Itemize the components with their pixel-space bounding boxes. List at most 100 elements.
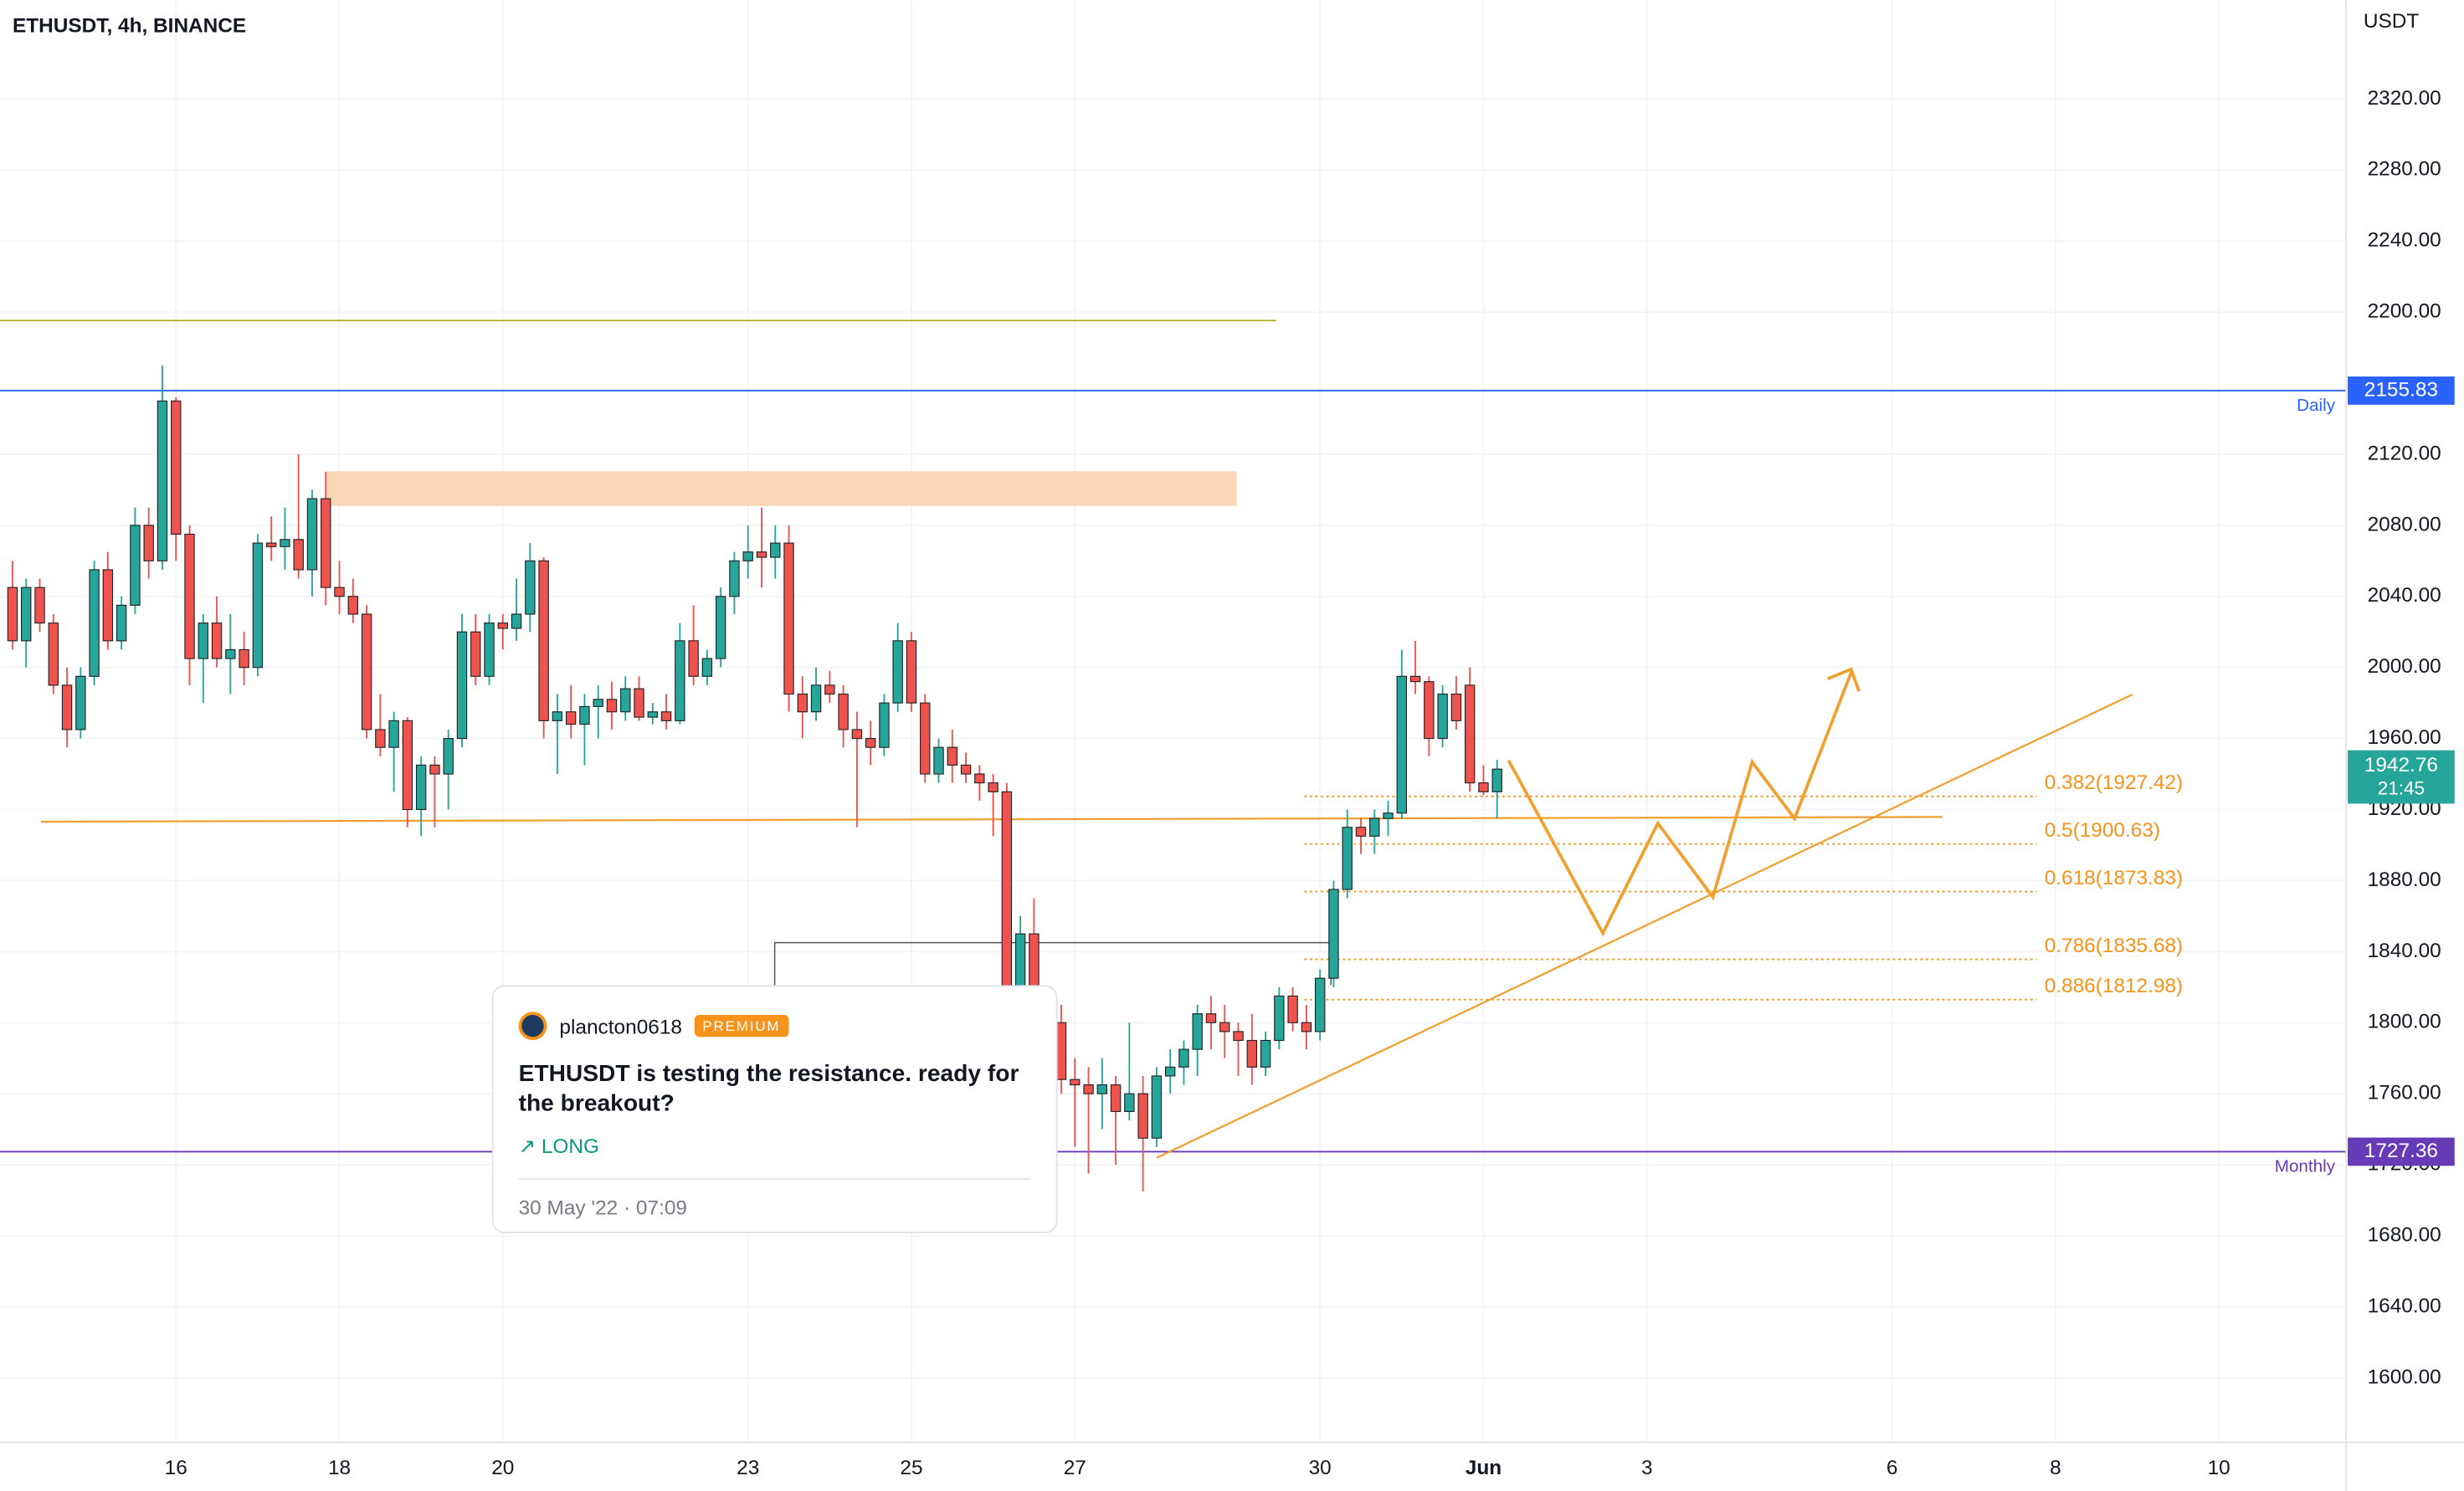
candle-body	[565, 711, 577, 725]
candle-body	[429, 764, 440, 775]
price-line-label: Monthly	[2275, 1157, 2336, 1176]
axes: 2320.002280.002240.002200.002120.002080.…	[165, 87, 2455, 1479]
candle-body	[1328, 889, 1339, 979]
candle-body	[525, 560, 536, 615]
y-tick-label: 1880.00	[2368, 868, 2441, 891]
candle-body	[1260, 1039, 1271, 1068]
candle-body	[593, 699, 603, 707]
candle-body	[1424, 681, 1435, 740]
x-tick-label: 6	[1887, 1457, 1898, 1479]
candle-body	[1192, 1013, 1203, 1050]
x-tick-label: 20	[491, 1457, 514, 1479]
candle-body	[61, 684, 73, 730]
candle-body	[388, 720, 399, 748]
candle-body	[484, 623, 495, 677]
candle-body	[1314, 977, 1326, 1032]
candle-body	[620, 688, 631, 713]
candle-body	[34, 587, 45, 624]
candle-body	[1409, 675, 1421, 683]
x-axis-bg	[0, 1442, 2464, 1491]
candle-body	[48, 623, 59, 686]
candle-body	[1478, 782, 1489, 792]
candle-body	[361, 613, 372, 730]
y-tick-label: 2240.00	[2368, 229, 2441, 252]
candle-body	[715, 596, 726, 659]
candle-body	[415, 764, 427, 811]
author[interactable]: plancton0618	[559, 1014, 683, 1038]
x-tick-label: 10	[2208, 1457, 2230, 1479]
candle-body	[75, 675, 86, 730]
candle-body	[660, 711, 672, 721]
idea-card-wrap: plancton0618 PREMIUM ETHUSDT is testing …	[491, 985, 1058, 1233]
candle-body	[1205, 1013, 1217, 1023]
fib-label: 0.382(1927.42)	[2045, 771, 2183, 794]
projection-path	[1507, 672, 1853, 937]
y-unit: USDT	[2364, 10, 2419, 33]
y-tick-label: 1680.00	[2368, 1223, 2441, 1246]
x-tick-label: 25	[900, 1457, 922, 1479]
candle-body	[375, 729, 386, 748]
candle-body	[89, 569, 100, 677]
candle-body	[456, 631, 468, 740]
candle-body	[797, 693, 808, 713]
candle-body	[211, 623, 223, 659]
candle-body	[742, 551, 753, 561]
candle-body	[879, 702, 890, 748]
chart-title: ETHUSDT, 4h, BINANCE	[13, 14, 246, 37]
candle-body	[1110, 1084, 1122, 1112]
candle-body	[1137, 1093, 1148, 1139]
candle-body	[756, 551, 767, 558]
candle-body	[130, 525, 141, 606]
fib-label: 0.5(1900.63)	[2045, 819, 2160, 842]
candle-body	[334, 587, 345, 597]
candle-body	[960, 764, 972, 775]
y-tick-label: 2280.00	[2368, 158, 2441, 181]
candle-body	[402, 720, 413, 811]
idea-title: ETHUSDT is testing the resistance. ready…	[518, 1060, 1019, 1118]
y-tick-label: 1840.00	[2368, 940, 2441, 962]
candle-body	[470, 631, 481, 677]
candle-body	[729, 560, 740, 597]
candle-body	[347, 596, 358, 615]
candle-body	[293, 539, 304, 571]
candle-body	[974, 773, 985, 784]
idea-card[interactable]: plancton0618 PREMIUM ETHUSDT is testing …	[491, 985, 1058, 1233]
y-tick-label: 1640.00	[2368, 1294, 2441, 1317]
candle-body	[511, 613, 522, 629]
candle-body	[102, 569, 114, 642]
candle-body	[1369, 817, 1380, 837]
candle-body	[1355, 827, 1367, 837]
y-tick-label: 2120.00	[2368, 442, 2441, 464]
y-tick-label: 1760.00	[2368, 1082, 2441, 1104]
projection-arrow	[1826, 667, 1861, 692]
candle-body	[688, 640, 699, 677]
x-tick-label: 3	[1641, 1457, 1653, 1479]
candle-body	[838, 693, 849, 730]
candle-body	[1342, 827, 1353, 890]
candle-body	[1070, 1079, 1081, 1086]
y-tick-label: 1600.00	[2368, 1365, 2441, 1388]
candle-body	[116, 604, 127, 642]
candle-body	[157, 400, 168, 561]
candle-body	[1246, 1039, 1258, 1068]
candle-body	[143, 525, 154, 561]
candle-body	[1001, 791, 1013, 997]
candle-body	[770, 542, 781, 558]
candle-body	[1219, 1022, 1230, 1032]
last-price-label: 1942.76	[2364, 754, 2438, 776]
price-tag-label: 2155.83	[2364, 378, 2438, 401]
date: 30 May '22 · 07:09	[518, 1195, 688, 1220]
candle-body	[1233, 1031, 1244, 1042]
candle-body	[906, 640, 917, 704]
x-tick-label: 30	[1309, 1457, 1332, 1479]
candle-body	[1274, 995, 1285, 1042]
candle-body	[988, 782, 998, 792]
candle-body	[198, 623, 208, 659]
candle-body	[810, 684, 822, 713]
y-tick-label: 2080.00	[2368, 513, 2441, 535]
candle-body	[171, 400, 182, 535]
y-axis-bg	[2346, 0, 2464, 1491]
last-price-tag	[2348, 750, 2455, 804]
